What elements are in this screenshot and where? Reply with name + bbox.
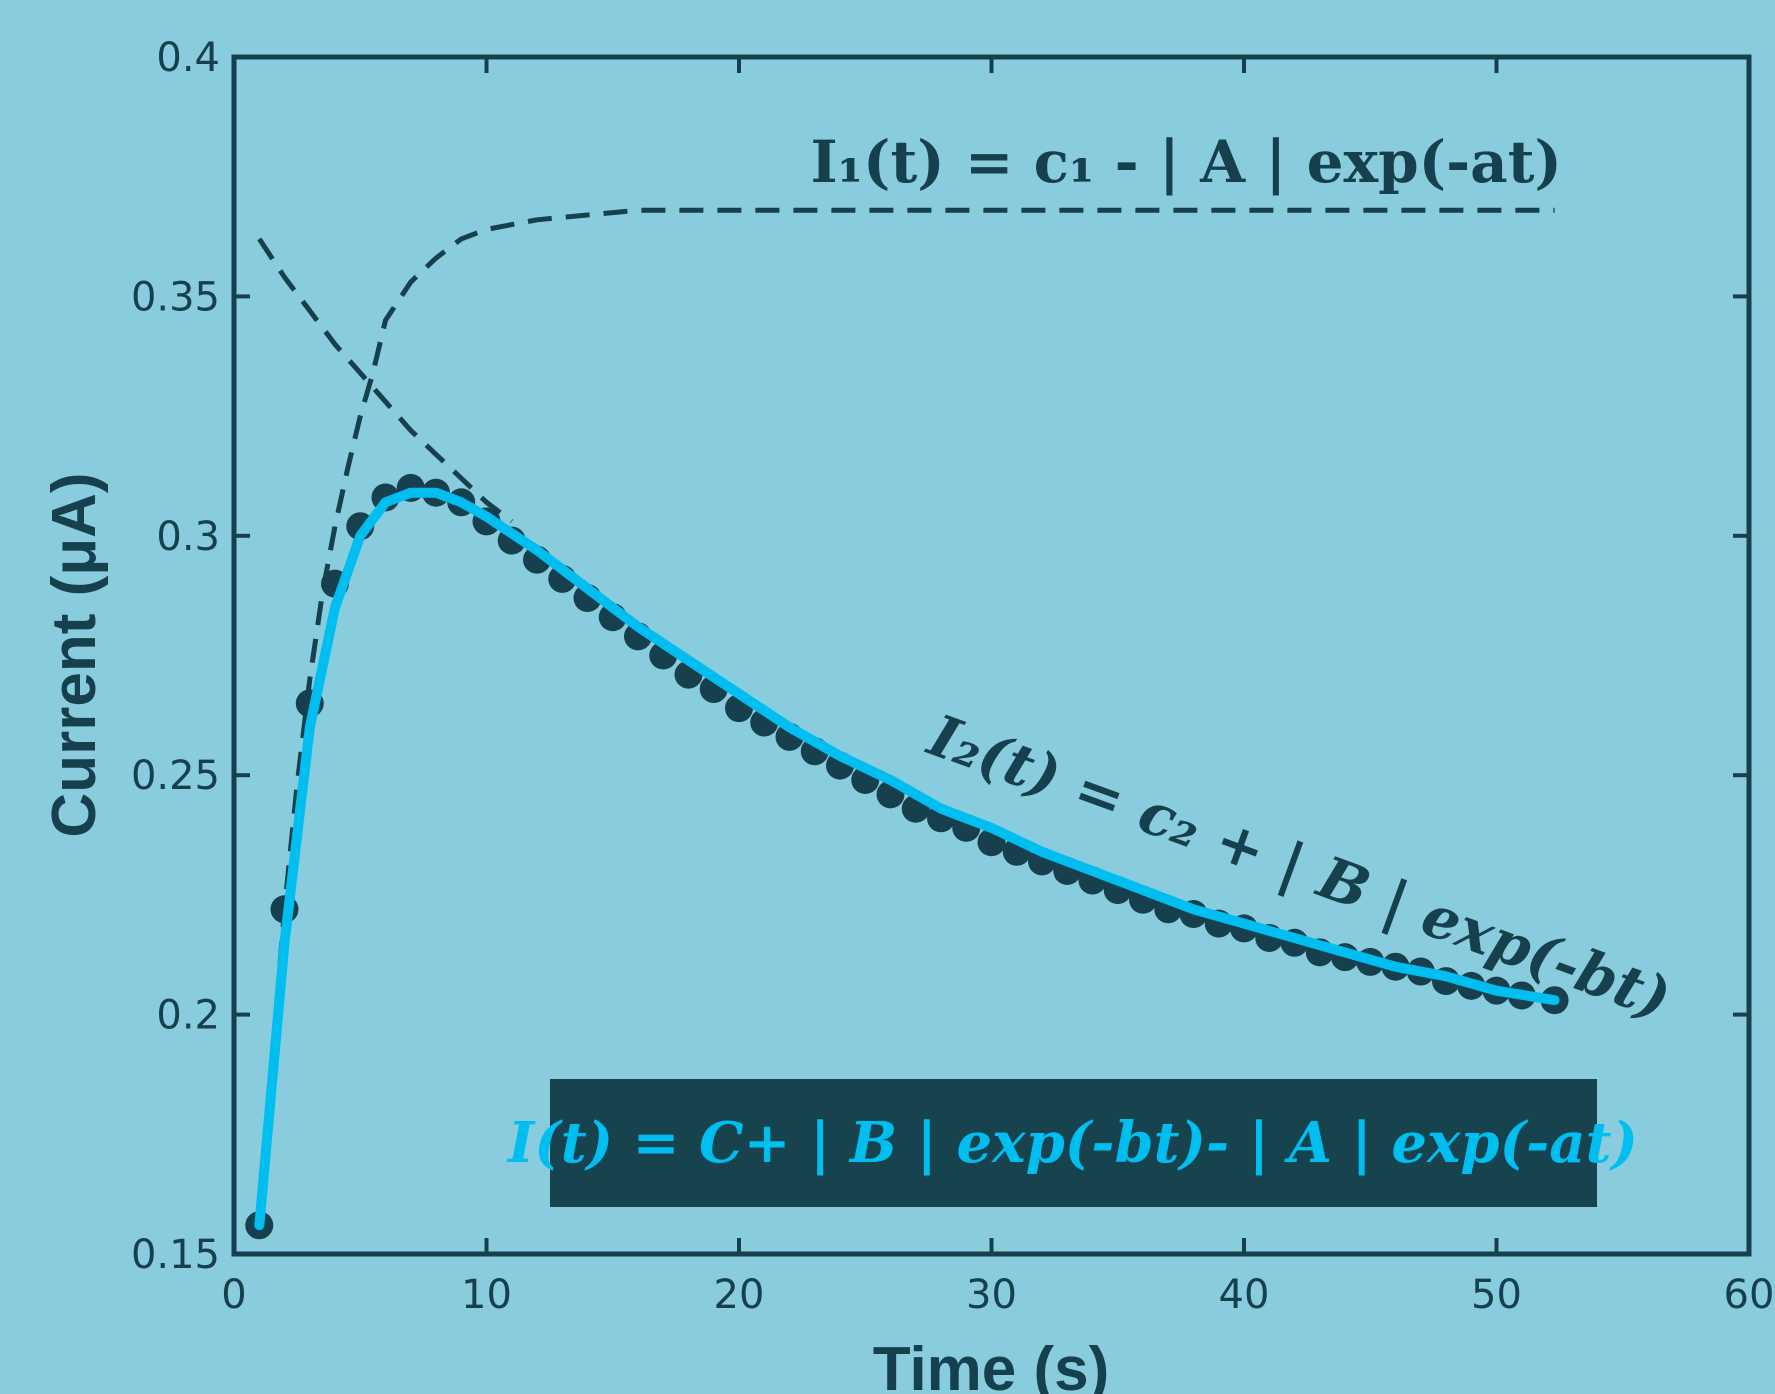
- x-tick-label: 20: [714, 1272, 765, 1318]
- y-tick-label: 0.15: [131, 1232, 220, 1278]
- combined-equation-label: I(t) = C+ | B | exp(-bt)- | A | exp(-at): [506, 1110, 1638, 1176]
- x-tick-label: 0: [221, 1272, 246, 1318]
- y-tick-label: 0.25: [131, 753, 220, 799]
- i1-equation-label: I₁(t) = c₁ - | A | exp(-at): [810, 128, 1562, 196]
- y-tick-label: 0.2: [156, 993, 220, 1039]
- plot-frame: [231, 54, 1752, 1257]
- x-axis-title: Time (s): [873, 1335, 1110, 1394]
- x-tick-label: 10: [461, 1272, 512, 1318]
- y-tick-label: 0.35: [131, 274, 220, 320]
- y-tick-label: 0.3: [156, 514, 220, 560]
- component-dashed-line: [256, 207, 1555, 1231]
- component-dashed-line: [257, 237, 514, 524]
- combined-equation-box: [550, 1079, 1597, 1207]
- y-axis-title: Current (μA): [40, 472, 109, 837]
- x-tick-label: 30: [966, 1272, 1017, 1318]
- x-axis-ticks: 0 10 20 30 40 50 60: [221, 57, 1774, 1318]
- x-tick-label: 50: [1471, 1272, 1522, 1318]
- x-tick-label: 40: [1219, 1272, 1270, 1318]
- y-tick-label: 0.4: [156, 35, 220, 81]
- series-layer: [245, 207, 1569, 1240]
- x-tick-label: 60: [1724, 1272, 1775, 1318]
- fit-line: [254, 487, 1560, 1231]
